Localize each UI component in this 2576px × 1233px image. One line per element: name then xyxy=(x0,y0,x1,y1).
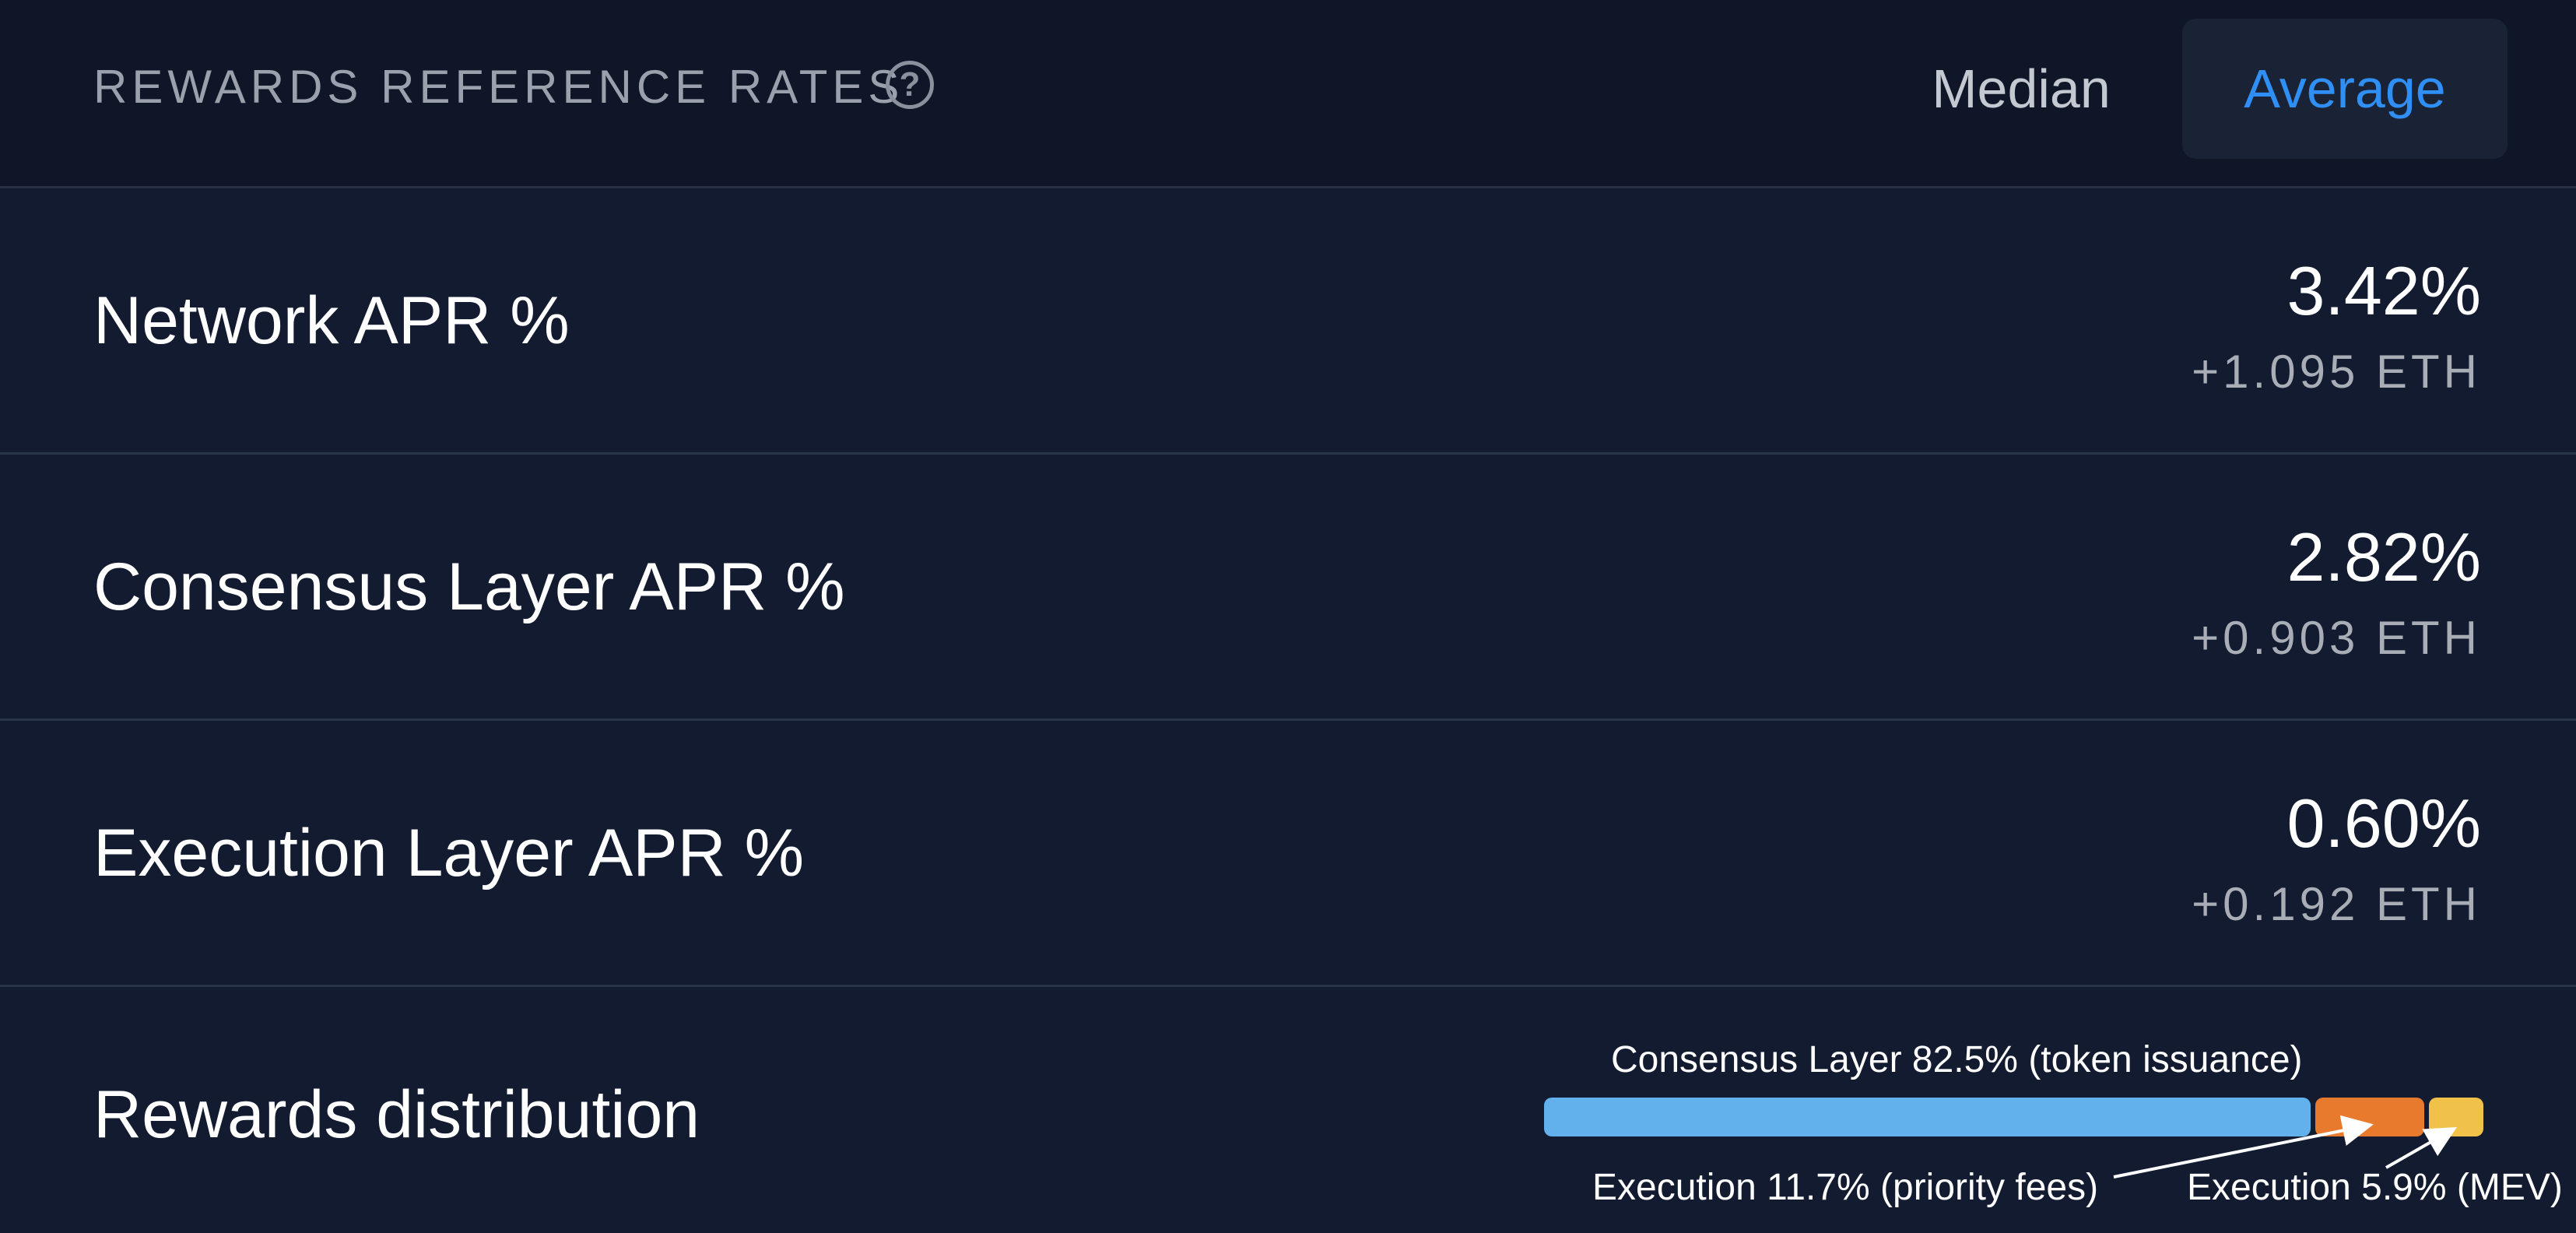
distribution-segment-1 xyxy=(1544,1098,2311,1136)
row-label: Execution Layer APR % xyxy=(93,816,805,890)
row-value: 3.42% xyxy=(2286,252,2481,329)
row-eth-amount: +0.903 ETH xyxy=(2192,612,2481,664)
rewards-header: REWARDS REFERENCE RATES ? Median Average xyxy=(0,0,2576,188)
consensus-apr-row: Consensus Layer APR % 2.82% +0.903 ETH xyxy=(0,455,2576,721)
priority-fees-caption: Execution 11.7% (priority fees) xyxy=(1592,1167,2099,1208)
priority-fees-arrow xyxy=(2113,1115,2374,1179)
consensus-caption: Consensus Layer 82.5% (token issuance) xyxy=(1611,1039,2303,1080)
row-label: Consensus Layer APR % xyxy=(93,550,845,624)
row-value: 2.82% xyxy=(2286,518,2481,595)
mev-arrow xyxy=(2385,1127,2457,1169)
average-toggle-button[interactable]: Average xyxy=(2182,19,2508,159)
question-circle-icon[interactable]: ? xyxy=(886,61,934,109)
network-apr-row: Network APR % 3.42% +1.095 ETH xyxy=(0,188,2576,455)
rewards-distribution-label: Rewards distribution xyxy=(93,1077,700,1152)
row-value: 0.60% xyxy=(2286,785,2481,862)
section-title: REWARDS REFERENCE RATES xyxy=(93,61,904,113)
mev-caption: Execution 5.9% (MEV) xyxy=(2187,1167,2563,1208)
execution-apr-row: Execution Layer APR % 0.60% +0.192 ETH xyxy=(0,721,2576,987)
row-eth-amount: +0.192 ETH xyxy=(2192,878,2481,930)
row-eth-amount: +1.095 ETH xyxy=(2192,346,2481,398)
row-label: Network APR % xyxy=(93,283,570,358)
median-toggle-button[interactable]: Median xyxy=(1932,58,2111,119)
